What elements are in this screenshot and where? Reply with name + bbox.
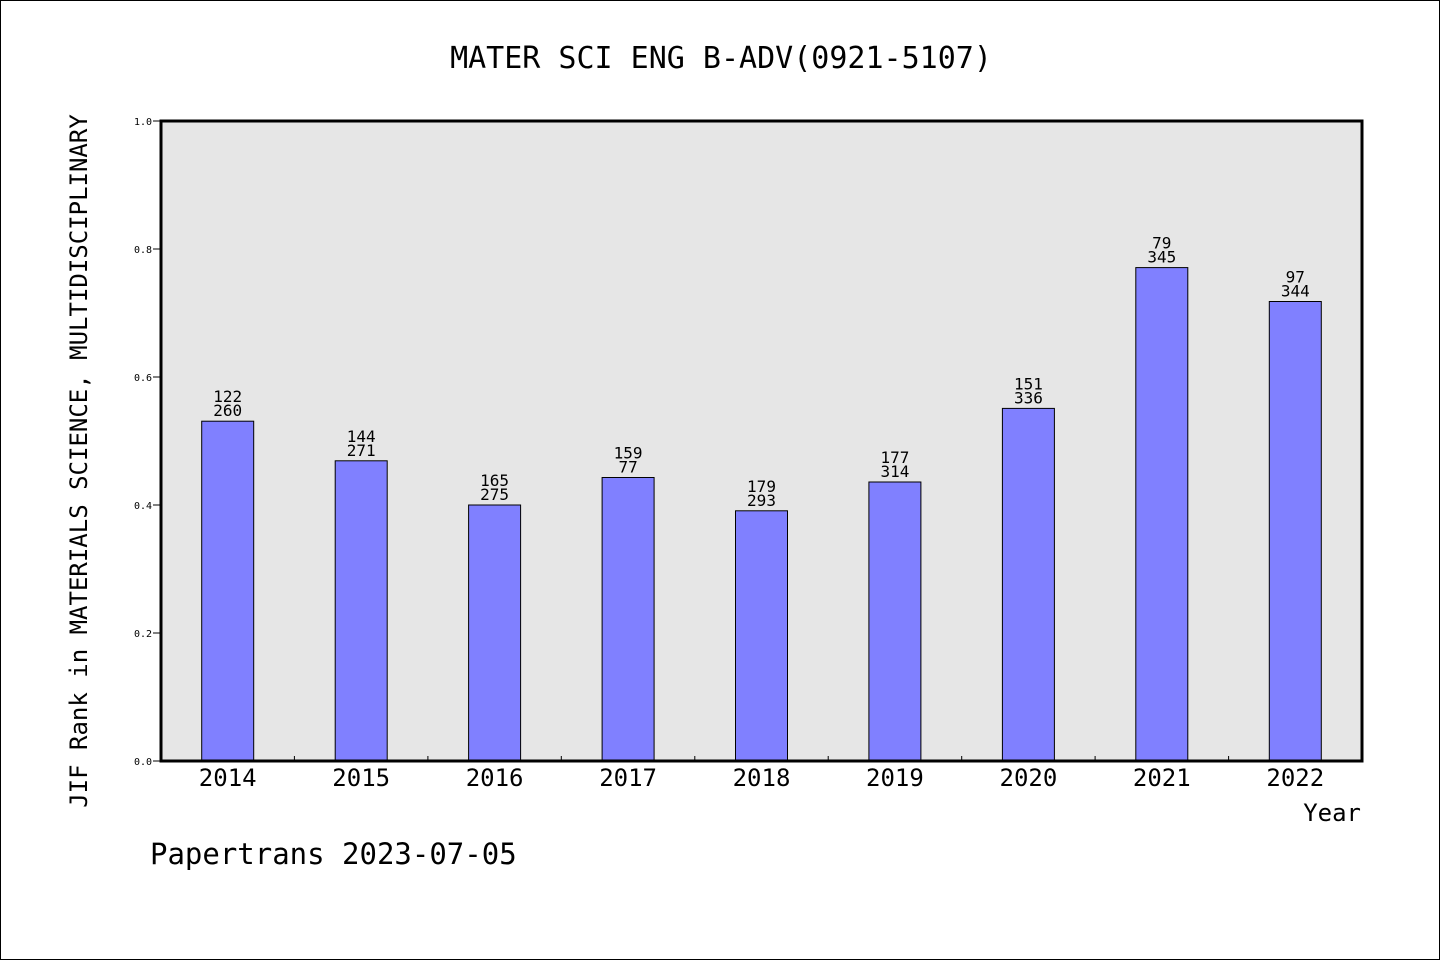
- rank-label-2017: 159: [614, 444, 643, 463]
- ticks-group: 2014 2015 2016 2017 2018 2019 2020 2021 2022 0.0 0…: [134, 117, 1324, 792]
- y-tick-label-0.6: 0.6: [134, 373, 152, 384]
- total-label-2017: 77: [618, 458, 637, 477]
- bar-2019: [868, 481, 922, 762]
- bar-2021: [1135, 267, 1189, 762]
- y-tick-label-0.2: 0.2: [134, 629, 152, 640]
- x-tick-label-2015: 2015: [332, 764, 390, 792]
- total-label-2018: 293: [747, 491, 776, 510]
- bar-2014: [201, 420, 255, 762]
- credit-text: Papertrans 2023-07-05: [150, 837, 517, 871]
- total-label-2014: 260: [213, 401, 242, 420]
- rank-label-2016: 165: [480, 471, 509, 490]
- bar-2016: [468, 504, 522, 762]
- total-label-2019: 314: [880, 462, 909, 481]
- total-label-2016: 275: [480, 485, 509, 504]
- x-axis-label: Year: [1303, 799, 1361, 827]
- x-tick-label-2018: 2018: [733, 764, 791, 792]
- chart-title: MATER SCI ENG B-ADV(0921-5107): [450, 41, 992, 76]
- y-tick-label-0.0: 0.0: [134, 757, 152, 768]
- bar-2018: [735, 510, 788, 762]
- rank-label-2020: 151: [1014, 374, 1043, 393]
- y-tick-label-1.0: 1.0: [134, 117, 152, 128]
- x-tick-label-2021: 2021: [1133, 764, 1191, 792]
- bar-2022: [1268, 301, 1322, 762]
- x-tick-label-2022: 2022: [1266, 764, 1324, 792]
- x-tick-label-2016: 2016: [466, 764, 524, 792]
- y-tick-label-0.8: 0.8: [134, 245, 152, 256]
- rank-label-2021: 79: [1152, 234, 1171, 253]
- rank-label-2018: 179: [747, 477, 776, 496]
- x-tick-label-2020: 2020: [1000, 764, 1058, 792]
- plot-frame: [159, 119, 1364, 763]
- bar-2015: [334, 460, 388, 762]
- rank-label-2015: 144: [347, 427, 376, 446]
- total-label-2015: 271: [347, 441, 376, 460]
- x-tick-label-2019: 2019: [866, 764, 924, 792]
- rank-label-2022: 97: [1286, 268, 1305, 287]
- bar-2020: [1001, 407, 1055, 762]
- y-tick-label-0.4: 0.4: [134, 501, 152, 512]
- bar-2017: [601, 477, 655, 762]
- x-tick-label-2014: 2014: [199, 764, 257, 792]
- total-label-2021: 345: [1147, 248, 1176, 267]
- y-axis-label: JIF Rank in MATERIALS SCIENCE, MULTIDISC…: [65, 114, 93, 808]
- total-label-2020: 336: [1014, 388, 1043, 407]
- total-label-2022: 344: [1281, 282, 1310, 301]
- rank-label-2014: 122: [213, 387, 242, 406]
- x-tick-label-2017: 2017: [599, 764, 657, 792]
- rank-label-2019: 177: [880, 448, 909, 467]
